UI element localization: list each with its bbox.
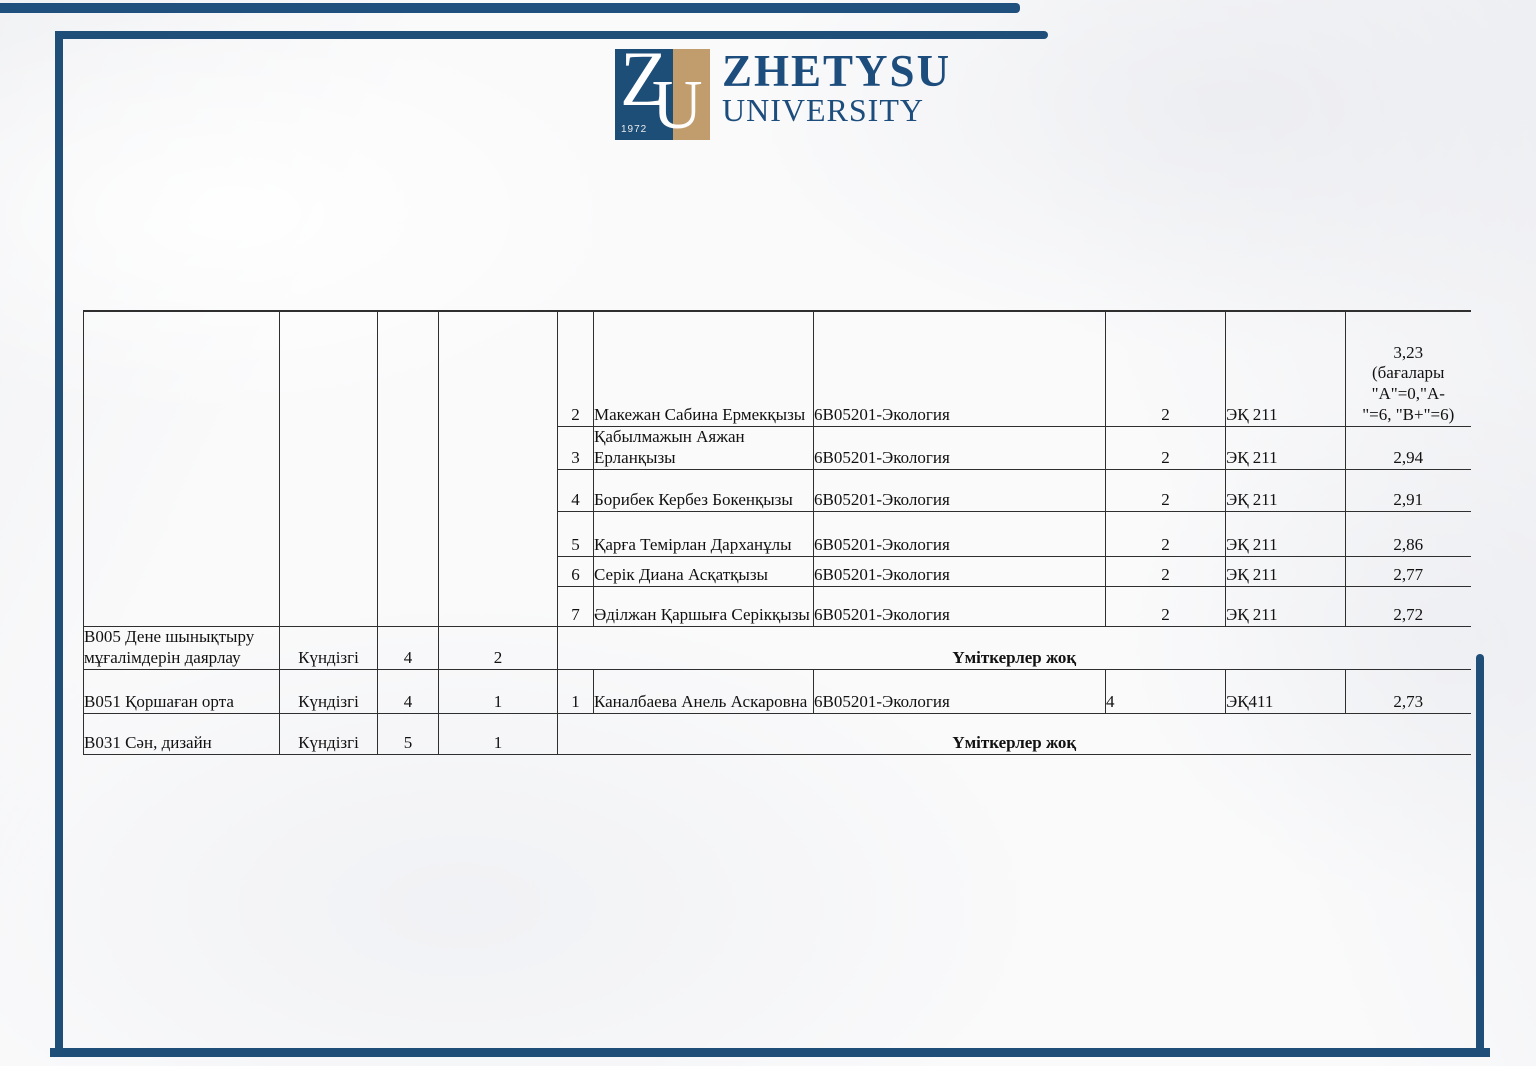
cell-row-number: 5 <box>557 510 594 557</box>
cell-score: 2,77 <box>1345 555 1471 587</box>
cell-row-number: 2 <box>557 310 594 427</box>
table-row: 3 Қабылмажын Аяжан Ерланқызы 6В05201-Эко… <box>84 425 1471 470</box>
cell-program-code: 6В05201-Экология <box>813 310 1106 427</box>
logo-tan-block <box>673 49 710 140</box>
cell-program-code: 6В05201-Экология <box>813 555 1106 587</box>
logo-letter-u: U <box>652 67 703 144</box>
empty-cell <box>377 310 439 627</box>
cell-score: 3,23 (бағалары "А"=0,"А- "=6, "В+"=6) <box>1345 310 1471 427</box>
cell-value: 1 <box>438 668 558 714</box>
cell-room: ЭҚ 211 <box>1225 468 1346 512</box>
cell-student-name: Каналбаева Анель Аскаровна <box>593 668 814 714</box>
cell-study-form: Күндізгі <box>279 625 378 670</box>
cell-program-name: В031 Сән, дизайн <box>83 712 280 755</box>
table-row: 4 Борибек Кербез Бокенқызы 6В05201-Эколо… <box>84 468 1471 512</box>
cell-program-name: В051 Қоршаған орта <box>83 668 280 714</box>
cell-value: 4 <box>377 625 439 670</box>
cell-room: ЭҚ 211 <box>1225 555 1346 587</box>
cell-row-number: 3 <box>557 425 594 470</box>
table-row: 7 Әділжан Қаршыға Серікқызы 6В05201-Экол… <box>84 585 1471 627</box>
logo-navy-block <box>615 49 673 140</box>
empty-form-cell <box>279 310 378 627</box>
cell-score: 2,73 <box>1345 668 1471 714</box>
cell-score: 2,94 <box>1345 425 1471 470</box>
cell-student-name: Әділжан Қаршыға Серікқызы <box>593 585 814 627</box>
cell-course: 2 <box>1105 585 1226 627</box>
cell-row-number: 6 <box>557 555 594 587</box>
table-row: 5 Қарға Темірлан Дарханұлы 6В05201-Эколо… <box>84 510 1471 557</box>
frame-bottom-border <box>50 1048 1490 1057</box>
cell-course: 2 <box>1105 310 1226 427</box>
cell-value: 5 <box>377 712 439 755</box>
cell-course: 2 <box>1105 555 1226 587</box>
frame-right-border <box>1476 654 1484 1048</box>
cell-room: ЭҚ 211 <box>1225 425 1346 470</box>
cell-score: 2,86 <box>1345 510 1471 557</box>
table-row-b031: В031 Сән, дизайн Күндізгі 5 1 Үміткерлер… <box>83 712 1471 755</box>
cell-room: ЭҚ 211 <box>1225 310 1346 427</box>
cell-study-form: Күндізгі <box>279 712 378 755</box>
cell-room: ЭҚ 211 <box>1225 510 1346 557</box>
logo-letter-z: Z <box>620 35 668 122</box>
cell-student-name: Макежан Сабина Ермекқызы <box>593 310 814 427</box>
cell-program-name: В005 Дене шынықтыру мұғалімдерін даярлау <box>83 625 280 670</box>
empty-cell <box>438 310 558 627</box>
cell-program-code: 6В05201-Экология <box>813 425 1106 470</box>
admission-results-table: 2 Макежан Сабина Ермекқызы 6В05201-Эколо… <box>83 310 1471 755</box>
cell-program-code: 6В05201-Экология <box>813 468 1106 512</box>
cell-student-name: Қабылмажын Аяжан Ерланқызы <box>593 425 814 470</box>
cell-student-name: Қарға Темірлан Дарханұлы <box>593 510 814 557</box>
table-row-b005: В005 Дене шынықтыру мұғалімдерін даярлау… <box>83 625 1471 670</box>
cell-value: 2 <box>438 625 558 670</box>
cell-course: 2 <box>1105 510 1226 557</box>
table-row-b051: В051 Қоршаған орта Күндізгі 4 1 1 Каналб… <box>83 668 1471 714</box>
cell-program-code: 6В05201-Экология <box>813 585 1106 627</box>
cell-room: ЭҚ411 <box>1225 668 1346 714</box>
table-row: 6 Серік Диана Асқатқызы 6В05201-Экология… <box>84 555 1471 587</box>
cell-no-candidates: Үміткерлер жоқ <box>557 712 1471 755</box>
table-row: 2 Макежан Сабина Ермекқызы 6В05201-Эколо… <box>83 310 1471 627</box>
cell-course: 2 <box>1105 468 1226 512</box>
cell-student-name: Борибек Кербез Бокенқызы <box>593 468 814 512</box>
cell-student-name: Серік Диана Асқатқызы <box>593 555 814 587</box>
cell-score: 2,91 <box>1345 468 1471 512</box>
university-logo: U Z 1972 <box>615 40 710 144</box>
cell-value: 4 <box>377 668 439 714</box>
cell-row-number: 7 <box>557 585 594 627</box>
cell-score: 2,72 <box>1345 585 1471 627</box>
cell-room: ЭҚ 211 <box>1225 585 1346 627</box>
empty-program-cell <box>83 310 280 627</box>
cell-no-candidates: Үміткерлер жоқ <box>557 625 1471 670</box>
cell-study-form: Күндізгі <box>279 668 378 714</box>
cell-program-code: 6В05201-Экология <box>813 510 1106 557</box>
cell-course: 4 <box>1105 668 1226 714</box>
cell-row-number: 1 <box>557 668 594 714</box>
wordmark-line1: ZHETYSU <box>722 46 952 96</box>
cell-value: 1 <box>438 712 558 755</box>
cell-row-number: 4 <box>557 468 594 512</box>
wordmark-line2: UNIVERSITY <box>722 92 924 128</box>
logo-year: 1972 <box>621 124 648 135</box>
frame-left-border <box>55 31 63 1057</box>
university-wordmark: ZHETYSU UNIVERSITY <box>722 48 951 127</box>
frame-top-border <box>55 31 1048 39</box>
top-strip-decoration <box>0 3 1020 13</box>
cell-program-code: 6В05201-Экология <box>813 668 1106 714</box>
cell-course: 2 <box>1105 425 1226 470</box>
